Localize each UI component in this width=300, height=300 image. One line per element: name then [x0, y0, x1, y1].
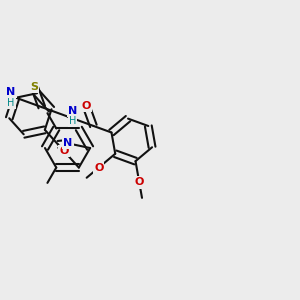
Text: H: H [69, 116, 76, 126]
Text: O: O [59, 146, 68, 156]
Text: N: N [68, 106, 77, 116]
Text: S: S [30, 82, 38, 92]
Text: O: O [135, 177, 144, 188]
Text: N: N [6, 87, 16, 97]
Text: N: N [63, 138, 73, 148]
Text: O: O [94, 163, 104, 172]
Text: H: H [7, 98, 15, 108]
Text: O: O [81, 100, 91, 111]
